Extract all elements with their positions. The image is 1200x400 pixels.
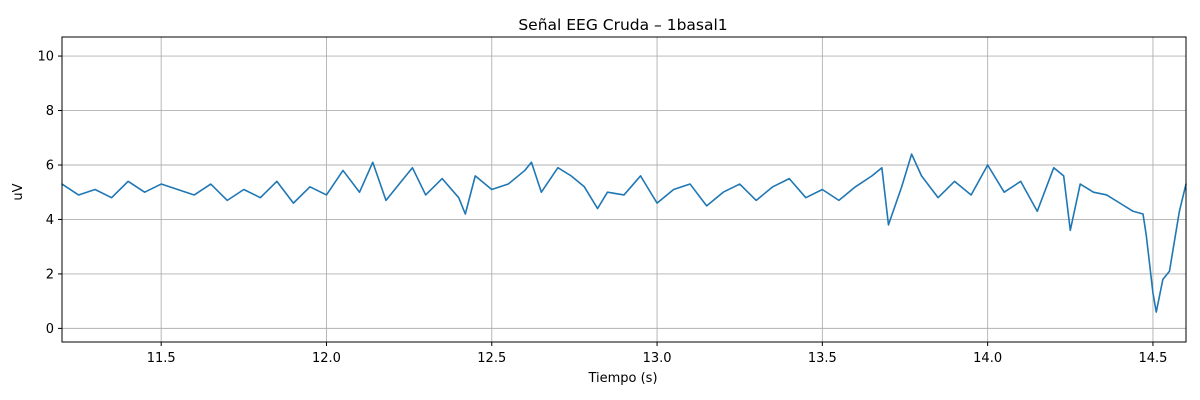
x-axis-label: Tiempo (s): [587, 371, 657, 386]
y-tick-label: 10: [37, 50, 54, 65]
grid-layer: [62, 37, 1186, 342]
y-tick-label: 0: [46, 322, 54, 337]
x-tick-label: 11.5: [147, 351, 176, 366]
x-tick-label: 13.5: [808, 351, 837, 366]
x-tick-label: 14.0: [973, 351, 1002, 366]
x-tick-label: 13.0: [643, 351, 672, 366]
axes-layer: [58, 36, 1187, 346]
plot-frame: [61, 36, 1187, 343]
x-tick-label: 14.5: [1138, 351, 1167, 366]
y-axis-label: uV: [11, 183, 26, 200]
y-tick-label: 8: [46, 104, 54, 119]
x-tick-label: 12.5: [477, 351, 506, 366]
line-layer: [61, 153, 1187, 313]
text-layer: Señal EEG Cruda – 1basal1 Tiempo (s) uV …: [11, 16, 1167, 386]
y-tick-label: 4: [46, 213, 54, 228]
y-tick-label: 6: [46, 158, 54, 173]
x-tick-label: 12.0: [312, 351, 341, 366]
chart-title: Señal EEG Cruda – 1basal1: [518, 16, 727, 34]
y-tick-label: 2: [46, 267, 54, 282]
eeg-signal-line: [61, 153, 1187, 313]
